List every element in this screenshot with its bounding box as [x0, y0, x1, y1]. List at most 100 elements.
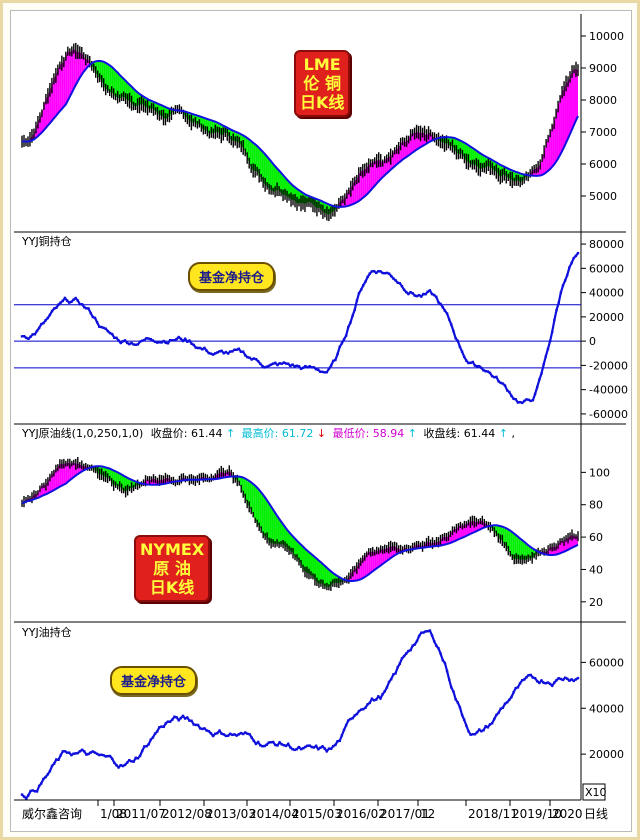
- oil-deviation-fill: [510, 530, 513, 558]
- oil-position-tick-label: 40000: [589, 702, 624, 715]
- oil-title-close: 收盘价: 61.44: [151, 426, 223, 440]
- copper-deviation-fill: [67, 51, 70, 101]
- copper-deviation-fill: [568, 76, 571, 139]
- oil-deviation-fill: [71, 462, 74, 479]
- oil-deviation-fill: [514, 533, 517, 560]
- oil-position-point: [20, 793, 24, 796]
- copper-deviation-fill: [556, 106, 559, 162]
- copper-position-tick-label: 60000: [589, 262, 624, 275]
- copper-deviation-fill: [558, 98, 561, 159]
- x-tick-label: 2014/04: [249, 807, 299, 821]
- copper-deviation-fill: [75, 50, 78, 85]
- copper-deviation-fill: [560, 92, 563, 155]
- oil-title: YYJ原油线(1,0,250,1,0) 收盘价: 61.44 ↑ 最高价: 61…: [21, 426, 515, 440]
- oil-deviation-fill: [269, 503, 272, 544]
- oil-deviation-fill: [251, 482, 254, 515]
- copper-tick-label: 6000: [589, 158, 617, 171]
- oil-deviation-fill: [295, 538, 298, 558]
- copper-position-tick-label: 80000: [589, 238, 624, 251]
- copper-deviation-fill: [552, 122, 555, 167]
- copper-deviation-fill: [65, 51, 68, 105]
- copper-deviation-fill: [566, 81, 569, 143]
- copper-deviation-fill: [61, 62, 64, 109]
- oil-tick-label: 100: [589, 466, 610, 479]
- copper-deviation-fill: [57, 65, 60, 114]
- copper-tick-label: 5000: [589, 190, 617, 203]
- oil-title-tail: ,: [511, 427, 515, 440]
- scale-badge[interactable]: X10: [585, 786, 607, 799]
- x-tick-label: 2016/02: [336, 807, 386, 821]
- oil-deviation-fill: [261, 492, 264, 535]
- copper-deviation-fill: [63, 56, 66, 107]
- oil-deviation-fill: [61, 463, 64, 486]
- oil-position-tick-label: 60000: [589, 656, 624, 669]
- oil-deviation-fill: [255, 485, 258, 524]
- oil-title-low: 最低价: 58.94: [333, 427, 405, 440]
- x-tick-label: 2020: [552, 807, 583, 821]
- oil-deviation-fill: [257, 487, 260, 527]
- copper-deviation-fill: [562, 88, 565, 152]
- copper-deviation-fill: [267, 156, 270, 190]
- oil-title-closeline-arrow: ↑: [499, 427, 508, 440]
- oil-deviation-fill: [376, 550, 379, 569]
- oil-title-high: 最高价: 61.72: [242, 426, 314, 440]
- copper-deviation-fill: [271, 161, 274, 192]
- oil-deviation-fill: [273, 509, 276, 545]
- copper-ma-line: [21, 59, 579, 208]
- oil-deviation-fill: [265, 497, 268, 538]
- copper-tick-label: 7000: [589, 126, 617, 139]
- copper-deviation-fill: [574, 69, 577, 125]
- oil-fund-pill: 基金净持仓: [110, 666, 198, 695]
- copper-position-tick-label: 20000: [589, 311, 624, 324]
- copper-badge: LME 伦 铜 日K线: [294, 50, 351, 117]
- scale-badge-box[interactable]: [582, 783, 606, 801]
- oil-deviation-fill: [324, 565, 327, 587]
- oil-tick-label: 40: [589, 563, 603, 576]
- x-tick-label: 2011/07: [116, 807, 166, 821]
- copper-deviation-fill: [548, 133, 551, 171]
- copper-deviation-fill: [540, 157, 543, 176]
- oil-deviation-fill: [318, 560, 321, 585]
- x-tick-label: 2013/03: [206, 807, 256, 821]
- oil-deviation-fill: [372, 551, 375, 572]
- oil-title-main: YYJ原油线(1,0,250,1,0): [21, 426, 143, 440]
- x-tick-label: 12: [420, 807, 435, 821]
- oil-position-line: [21, 629, 579, 800]
- oil-deviation-fill: [518, 536, 521, 560]
- copper-fund-pill: 基金净持仓: [188, 262, 276, 291]
- oil-title-closeline: 收盘线: 61.44: [424, 426, 496, 440]
- x-tick-label: 2017/01: [380, 807, 430, 821]
- oil-deviation-fill: [279, 518, 282, 545]
- copper-deviation-fill: [77, 51, 80, 82]
- copper-deviation-fill: [69, 51, 72, 97]
- oil-deviation-fill: [516, 535, 519, 560]
- copper-deviation-fill: [564, 83, 567, 148]
- oil-tick-label: 80: [589, 499, 603, 512]
- oil-deviation-fill: [368, 551, 371, 575]
- copper-deviation-fill: [59, 63, 62, 112]
- x-tick-label: 2019/10: [512, 807, 562, 821]
- oil-deviation-fill: [253, 483, 256, 521]
- oil-deviation-fill: [512, 532, 515, 560]
- oil-deviation-fill: [55, 467, 58, 489]
- copper-position-title: YYJ铜持仓: [21, 234, 72, 248]
- copper-deviation-fill: [109, 65, 112, 93]
- copper-deviation-fill: [576, 69, 578, 121]
- oil-deviation-fill: [51, 473, 54, 492]
- copper-deviation-fill: [263, 152, 266, 185]
- copper-deviation-fill: [273, 163, 276, 192]
- copper-deviation-fill: [360, 170, 363, 200]
- copper-deviation-fill: [572, 69, 575, 130]
- copper-deviation-fill: [550, 127, 553, 170]
- copper-deviation-fill: [372, 160, 375, 189]
- x-tick-label: 1/08: [100, 807, 127, 821]
- oil-deviation-fill: [366, 551, 369, 576]
- copper-tick-label: 9000: [589, 62, 617, 75]
- oil-deviation-fill: [304, 548, 307, 573]
- copper-deviation-fill: [115, 70, 118, 98]
- chart-area: [10, 10, 632, 832]
- copper-position-line: [21, 252, 579, 405]
- oil-deviation-fill: [63, 463, 66, 485]
- oil-deviation-fill: [277, 515, 280, 545]
- oil-ma-line: [21, 465, 579, 582]
